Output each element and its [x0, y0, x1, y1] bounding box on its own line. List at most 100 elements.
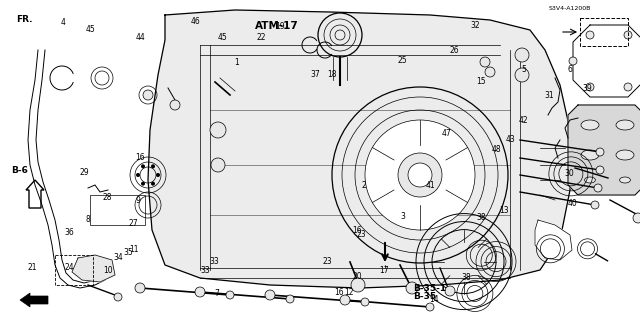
Circle shape	[569, 57, 577, 65]
Text: 4: 4	[60, 19, 65, 27]
Text: 27: 27	[128, 219, 138, 228]
Circle shape	[596, 148, 604, 156]
Text: 16: 16	[134, 153, 145, 162]
Ellipse shape	[581, 120, 599, 130]
Text: 13: 13	[499, 206, 509, 215]
Text: 14: 14	[429, 295, 439, 304]
Text: 28: 28	[103, 193, 112, 202]
FancyArrow shape	[20, 293, 48, 307]
Text: 32: 32	[470, 21, 480, 30]
Bar	[580, 18, 628, 46]
Polygon shape	[573, 25, 640, 97]
Circle shape	[170, 100, 180, 110]
Text: 26: 26	[449, 46, 460, 55]
Circle shape	[151, 182, 155, 186]
Polygon shape	[72, 255, 115, 282]
Text: 1: 1	[234, 58, 239, 67]
Text: 22: 22	[257, 33, 266, 42]
Ellipse shape	[620, 177, 630, 183]
Circle shape	[591, 201, 599, 209]
Ellipse shape	[616, 120, 634, 130]
Text: 48: 48	[491, 145, 501, 154]
Circle shape	[114, 293, 122, 301]
Text: 29: 29	[79, 168, 90, 177]
Text: B-6: B-6	[12, 166, 28, 175]
Text: 7: 7	[214, 289, 219, 298]
Text: B-35-1: B-35-1	[413, 284, 446, 293]
Circle shape	[210, 122, 226, 138]
Circle shape	[265, 290, 275, 300]
Text: 34: 34	[113, 253, 124, 262]
Text: 23: 23	[323, 257, 333, 266]
Circle shape	[633, 213, 640, 223]
Text: 20: 20	[352, 272, 362, 281]
Text: B-35: B-35	[413, 292, 436, 301]
Circle shape	[586, 31, 594, 39]
Bar	[90, 195, 145, 225]
Text: 17: 17	[379, 266, 389, 275]
Text: 21: 21	[28, 263, 36, 272]
Circle shape	[135, 283, 145, 293]
Circle shape	[480, 57, 490, 67]
Circle shape	[515, 48, 529, 62]
Circle shape	[141, 182, 145, 186]
Circle shape	[586, 83, 594, 91]
Text: 41: 41	[425, 181, 435, 189]
Text: 44: 44	[136, 33, 146, 42]
Circle shape	[594, 184, 602, 192]
Circle shape	[351, 278, 365, 292]
Ellipse shape	[584, 177, 595, 183]
Circle shape	[286, 295, 294, 303]
Text: FR.: FR.	[16, 15, 33, 24]
Circle shape	[485, 67, 495, 77]
Ellipse shape	[581, 150, 599, 160]
Polygon shape	[148, 10, 570, 288]
Text: 40: 40	[568, 199, 578, 208]
Text: 38: 38	[461, 273, 471, 282]
Text: 30: 30	[564, 169, 575, 178]
Text: 35: 35	[123, 248, 133, 256]
Text: 11: 11	[130, 245, 139, 254]
Text: 33: 33	[209, 257, 220, 266]
Text: 16: 16	[352, 226, 362, 235]
Text: 3: 3	[401, 212, 406, 221]
Text: 31: 31	[544, 91, 554, 100]
Text: 12: 12	[344, 288, 353, 297]
Text: 9: 9	[135, 196, 140, 205]
Circle shape	[151, 164, 155, 168]
Circle shape	[143, 90, 153, 100]
Text: 42: 42	[518, 116, 529, 125]
Circle shape	[156, 173, 160, 177]
Text: 24: 24	[64, 263, 74, 272]
Text: 39: 39	[582, 84, 593, 93]
Circle shape	[226, 291, 234, 299]
Text: 8: 8	[86, 215, 91, 224]
Text: 25: 25	[397, 56, 407, 65]
Text: 45: 45	[218, 33, 228, 42]
Polygon shape	[535, 220, 572, 260]
Text: 33: 33	[200, 266, 210, 275]
Circle shape	[141, 164, 145, 168]
Text: S3V4-A1200B: S3V4-A1200B	[549, 6, 591, 11]
Circle shape	[515, 68, 529, 82]
Text: ATM-17: ATM-17	[255, 21, 298, 31]
Circle shape	[340, 295, 350, 305]
Text: 46: 46	[190, 17, 200, 26]
Circle shape	[426, 303, 434, 311]
Circle shape	[445, 286, 455, 296]
Text: 43: 43	[506, 135, 516, 144]
Text: 5: 5	[521, 65, 526, 74]
Circle shape	[406, 282, 418, 294]
Text: 45: 45	[86, 25, 96, 34]
Circle shape	[136, 173, 140, 177]
Text: 18: 18	[327, 70, 336, 78]
Circle shape	[624, 83, 632, 91]
Text: 16: 16	[334, 288, 344, 297]
Circle shape	[398, 153, 442, 197]
Text: 10: 10	[102, 266, 113, 275]
Text: 38: 38	[476, 213, 486, 222]
Circle shape	[624, 31, 632, 39]
Circle shape	[361, 298, 369, 306]
Text: 36: 36	[64, 228, 74, 237]
Text: 23: 23	[356, 230, 367, 239]
